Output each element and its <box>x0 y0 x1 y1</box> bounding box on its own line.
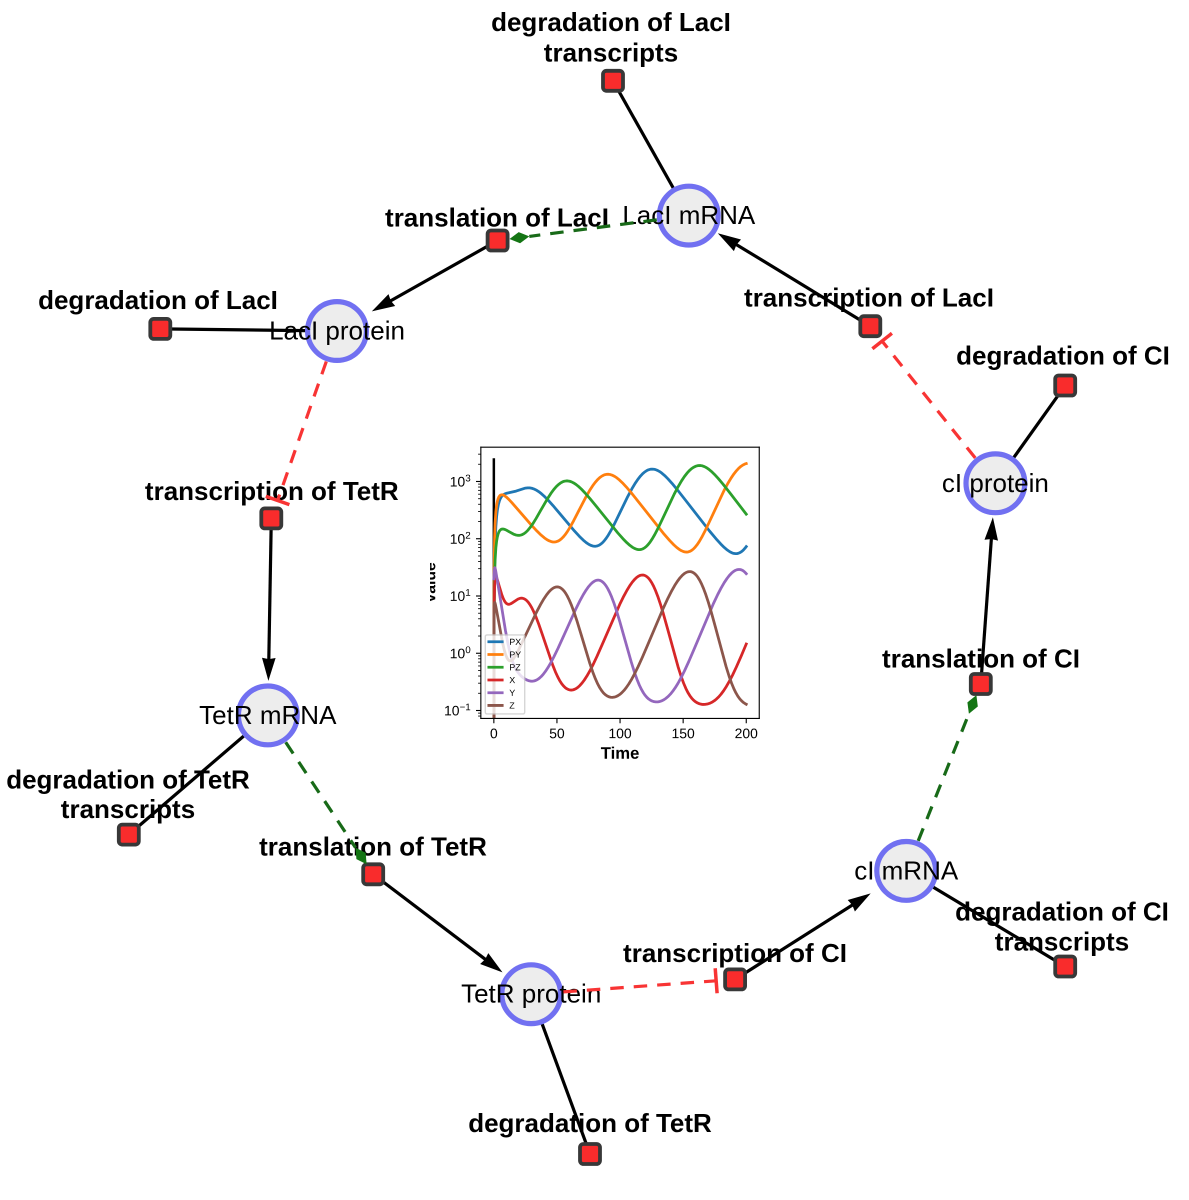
svg-text:LacI mRNA: LacI mRNA <box>622 200 756 230</box>
svg-text:transcription of TetR: transcription of TetR <box>145 476 399 506</box>
svg-text:LacI protein: LacI protein <box>269 316 405 346</box>
svg-text:degradation of LacI: degradation of LacI <box>38 285 278 315</box>
svg-text:cI protein: cI protein <box>942 468 1049 498</box>
svg-text:transcripts: transcripts <box>995 927 1129 957</box>
svg-text:transcription of LacI: transcription of LacI <box>744 282 994 312</box>
svg-text:degradation of CI: degradation of CI <box>955 897 1169 927</box>
svg-text:degradation of TetR: degradation of TetR <box>6 764 250 794</box>
svg-text:translation of LacI: translation of LacI <box>385 202 609 232</box>
svg-text:TetR mRNA: TetR mRNA <box>199 700 337 730</box>
svg-text:degradation of LacI: degradation of LacI <box>491 7 731 37</box>
svg-text:transcription of CI: transcription of CI <box>623 938 847 968</box>
svg-text:translation of TetR: translation of TetR <box>259 832 487 862</box>
svg-text:cI mRNA: cI mRNA <box>854 855 959 885</box>
svg-text:transcripts: transcripts <box>544 38 678 68</box>
svg-text:translation of CI: translation of CI <box>882 644 1080 674</box>
svg-text:transcripts: transcripts <box>61 794 195 824</box>
svg-text:TetR protein: TetR protein <box>461 979 601 1009</box>
svg-text:degradation of CI: degradation of CI <box>956 340 1170 370</box>
svg-text:degradation of TetR: degradation of TetR <box>468 1108 712 1138</box>
